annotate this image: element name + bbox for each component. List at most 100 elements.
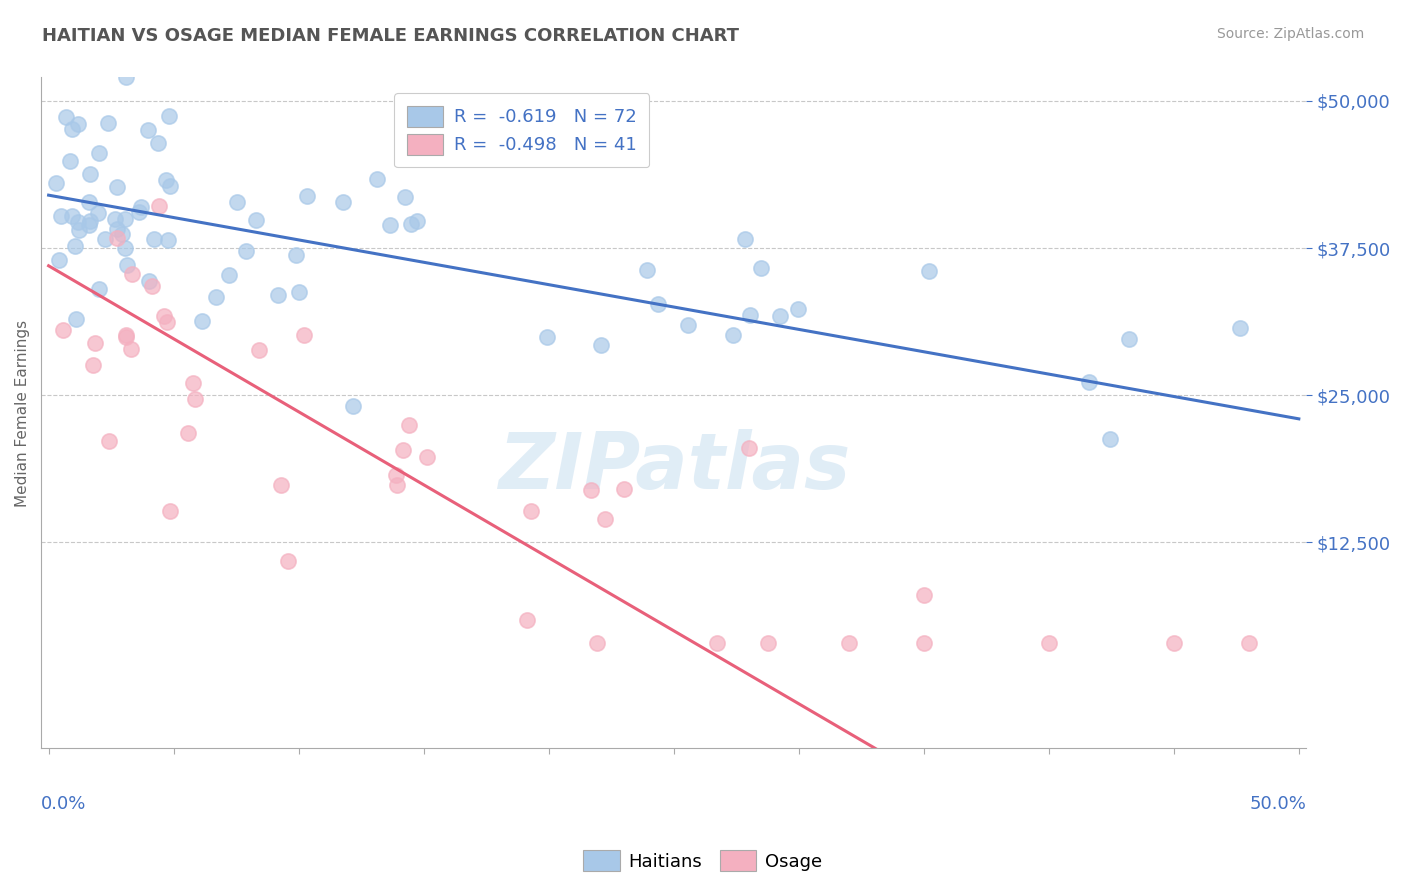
Point	[516, 613, 538, 627]
Point	[378, 218, 401, 232]
Point	[277, 554, 299, 568]
Point	[157, 109, 180, 123]
Point	[114, 70, 136, 85]
Point	[399, 217, 422, 231]
Point	[66, 215, 89, 229]
Point	[579, 483, 602, 497]
Point	[156, 315, 179, 329]
Point	[67, 222, 90, 236]
Point	[159, 504, 181, 518]
Point	[295, 189, 318, 203]
Point	[79, 168, 101, 182]
Point	[45, 176, 67, 190]
Point	[114, 241, 136, 255]
Point	[589, 338, 612, 352]
Point	[838, 635, 860, 649]
Point	[595, 512, 617, 526]
Point	[235, 244, 257, 259]
Point	[536, 329, 558, 343]
Point	[159, 178, 181, 193]
Point	[87, 145, 110, 160]
Text: 50.0%: 50.0%	[1250, 796, 1306, 814]
Point	[94, 232, 117, 246]
Point	[79, 213, 101, 227]
Point	[146, 136, 169, 150]
Point	[105, 180, 128, 194]
Point	[245, 212, 267, 227]
Point	[114, 211, 136, 226]
Point	[120, 343, 142, 357]
Point	[115, 328, 138, 343]
Point	[756, 635, 779, 649]
Point	[1038, 635, 1060, 649]
Legend: R =  -0.619   N = 72, R =  -0.498   N = 41: R = -0.619 N = 72, R = -0.498 N = 41	[395, 93, 650, 168]
Point	[225, 195, 247, 210]
Point	[769, 309, 792, 323]
Point	[97, 116, 120, 130]
Point	[49, 210, 72, 224]
Point	[394, 190, 416, 204]
Point	[1099, 432, 1122, 446]
Point	[787, 302, 810, 317]
Point	[128, 204, 150, 219]
Point	[184, 392, 207, 407]
Point	[912, 635, 935, 649]
Point	[721, 327, 744, 342]
Point	[60, 122, 83, 136]
Point	[647, 296, 669, 310]
Point	[191, 314, 214, 328]
Point	[142, 232, 165, 246]
Point	[138, 274, 160, 288]
Point	[586, 635, 609, 649]
Point	[392, 442, 415, 457]
Point	[385, 468, 408, 483]
Point	[247, 343, 270, 357]
Legend: Haitians, Osage: Haitians, Osage	[576, 843, 830, 879]
Point	[917, 263, 939, 277]
Point	[218, 268, 240, 282]
Point	[1163, 635, 1185, 649]
Y-axis label: Median Female Earnings: Median Female Earnings	[15, 319, 30, 507]
Point	[48, 253, 70, 268]
Point	[105, 231, 128, 245]
Point	[136, 123, 159, 137]
Point	[115, 330, 138, 344]
Point	[181, 376, 204, 390]
Point	[1229, 321, 1251, 335]
Point	[87, 282, 110, 296]
Point	[1118, 332, 1140, 346]
Point	[59, 153, 82, 168]
Point	[267, 287, 290, 301]
Point	[104, 212, 127, 227]
Point	[65, 238, 87, 252]
Text: 0.0%: 0.0%	[41, 796, 87, 814]
Point	[66, 117, 89, 131]
Point	[912, 589, 935, 603]
Point	[115, 258, 138, 272]
Point	[385, 478, 408, 492]
Point	[156, 233, 179, 247]
Point	[176, 425, 198, 440]
Point	[676, 318, 699, 332]
Point	[152, 310, 174, 324]
Point	[82, 358, 104, 372]
Point	[749, 261, 772, 276]
Point	[65, 312, 87, 326]
Point	[738, 442, 761, 456]
Point	[613, 483, 636, 497]
Point	[84, 335, 107, 350]
Point	[121, 267, 143, 281]
Point	[520, 504, 543, 518]
Point	[398, 417, 420, 432]
Point	[55, 110, 77, 124]
Point	[148, 199, 170, 213]
Point	[706, 635, 728, 649]
Point	[734, 232, 756, 246]
Point	[292, 328, 315, 343]
Point	[738, 308, 761, 322]
Point	[60, 210, 83, 224]
Point	[131, 200, 153, 214]
Text: ZIPatlas: ZIPatlas	[498, 429, 849, 505]
Point	[97, 434, 120, 449]
Point	[288, 285, 311, 299]
